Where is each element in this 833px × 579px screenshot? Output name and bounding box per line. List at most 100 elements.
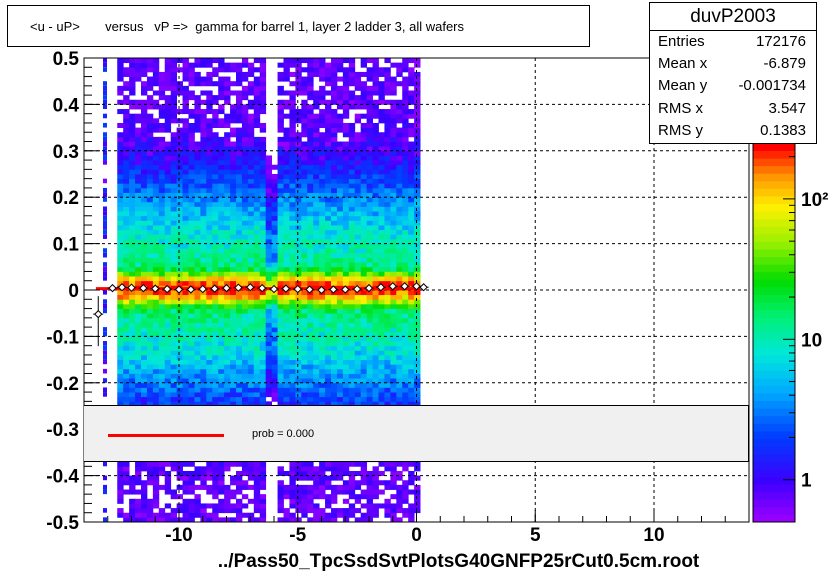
heatmap-cell xyxy=(170,62,178,68)
heatmap-cell xyxy=(200,308,207,314)
heatmap-cell xyxy=(123,401,130,407)
heatmap-cell xyxy=(313,178,320,184)
heatmap-cell xyxy=(135,290,142,296)
heatmap-cell xyxy=(372,276,379,282)
heatmap-cell xyxy=(135,197,142,203)
heatmap-cell xyxy=(259,378,267,384)
heatmap-cell xyxy=(319,62,326,68)
heatmap-cell xyxy=(336,392,344,398)
heatmap-cell xyxy=(247,248,255,254)
heatmap-cell xyxy=(117,76,124,82)
heatmap-cell xyxy=(176,517,183,523)
heatmap-cell xyxy=(253,234,261,240)
heatmap-cell xyxy=(170,211,178,217)
heatmap-cell xyxy=(117,160,124,166)
heatmap-cell xyxy=(295,327,302,333)
heatmap-cell xyxy=(372,132,379,138)
heatmap-cell xyxy=(289,461,296,467)
heatmap-cell xyxy=(307,327,314,333)
heatmap-cell xyxy=(319,136,326,142)
heatmap-cell xyxy=(259,71,267,77)
heatmap-cell xyxy=(117,192,124,198)
heatmap-cell xyxy=(360,229,368,235)
heatmap-cell xyxy=(271,280,278,286)
heatmap-cell xyxy=(366,118,373,124)
heatmap-cell xyxy=(259,484,267,490)
heatmap-cell xyxy=(336,276,344,282)
heatmap-cell xyxy=(283,132,290,138)
heatmap-cell xyxy=(408,178,415,184)
heatmap-cell xyxy=(354,280,362,286)
heatmap-cell xyxy=(123,512,130,518)
heatmap-cell xyxy=(331,396,338,402)
heatmap-cell xyxy=(354,197,362,203)
heatmap-cell xyxy=(331,470,338,476)
heatmap-cell xyxy=(354,252,362,258)
heatmap-cell xyxy=(390,517,397,523)
heatmap-cell xyxy=(408,517,415,523)
heatmap-cell xyxy=(414,62,421,68)
heatmap-cell xyxy=(366,211,373,217)
heatmap-cell xyxy=(319,313,326,319)
heatmap-cell xyxy=(224,331,231,337)
heatmap-cell xyxy=(241,155,249,161)
heatmap-cell xyxy=(152,345,160,351)
heatmap-cell xyxy=(342,234,350,240)
heatmap-cell xyxy=(259,359,267,365)
heatmap-cell xyxy=(277,146,284,152)
heatmap-cell xyxy=(372,229,379,235)
heatmap-cell xyxy=(152,396,160,402)
heatmap-cell xyxy=(247,127,255,133)
heatmap-cell xyxy=(218,118,225,124)
heatmap-cell xyxy=(164,113,172,119)
heatmap-cell xyxy=(307,387,314,393)
heatmap-cell xyxy=(378,387,385,393)
heatmap-cell xyxy=(164,484,172,490)
heatmap-cell xyxy=(117,174,124,180)
heatmap-cell xyxy=(176,118,183,124)
heatmap-cell xyxy=(103,234,107,239)
heatmap-cell xyxy=(188,169,195,175)
heatmap-cell xyxy=(141,127,148,133)
heatmap-cell xyxy=(289,155,296,161)
heatmap-cell xyxy=(117,234,124,240)
heatmap-cell xyxy=(319,164,326,170)
heatmap-cell xyxy=(378,99,385,105)
heatmap-cell xyxy=(336,178,344,184)
heatmap-cell xyxy=(194,155,201,161)
heatmap-cell xyxy=(230,146,237,152)
heatmap-cell xyxy=(384,178,391,184)
palette-swatch xyxy=(753,188,795,197)
heatmap-cell xyxy=(182,489,189,495)
heatmap-cell xyxy=(319,215,326,221)
heatmap-cell xyxy=(141,104,148,110)
heatmap-cell xyxy=(236,373,243,379)
heatmap-cell xyxy=(342,248,350,254)
heatmap-cell xyxy=(396,336,403,342)
heatmap-cell xyxy=(372,489,379,495)
heatmap-cell xyxy=(277,373,284,379)
heatmap-cell xyxy=(372,466,379,472)
heatmap-cell xyxy=(182,104,189,110)
heatmap-cell xyxy=(164,317,172,323)
heatmap-cell xyxy=(158,382,166,388)
heatmap-cell xyxy=(152,90,160,96)
heatmap-cell xyxy=(123,243,130,249)
heatmap-cell xyxy=(414,58,421,64)
heatmap-cell xyxy=(123,336,130,342)
heatmap-cell xyxy=(325,392,332,398)
heatmap-cell xyxy=(348,508,356,514)
heatmap-cell xyxy=(212,136,219,142)
heatmap-cell xyxy=(117,475,124,481)
x-tick-label: 10 xyxy=(643,525,664,546)
heatmap-cell xyxy=(164,368,172,374)
heatmap-cell xyxy=(141,512,148,518)
heatmap-cell xyxy=(146,174,154,180)
heatmap-cell xyxy=(188,67,195,73)
heatmap-cell xyxy=(265,225,273,231)
heatmap-cell xyxy=(271,308,278,314)
heatmap-cell xyxy=(176,508,183,514)
heatmap-cell xyxy=(295,257,302,263)
heatmap-cell xyxy=(336,155,344,161)
profile-point xyxy=(364,283,374,293)
